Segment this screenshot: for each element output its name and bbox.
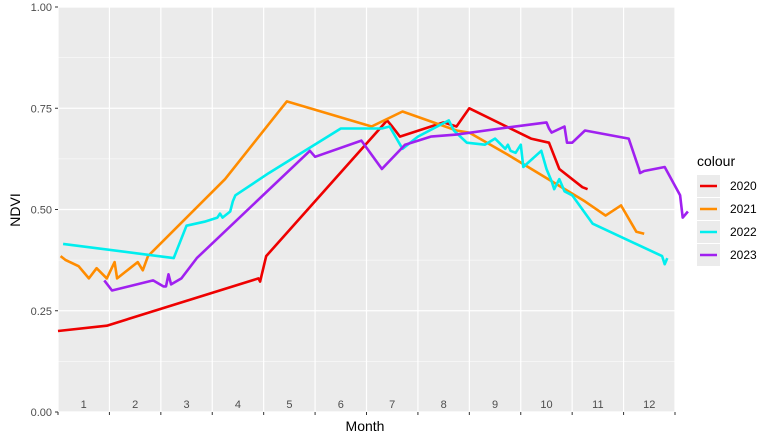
x-tick-label: 8 (441, 399, 447, 411)
plot-series (57, 100, 689, 333)
series-line-2020 (57, 107, 589, 333)
legend-title: colour (697, 153, 735, 169)
x-tick-label: 1 (81, 399, 87, 411)
y-tick-label: 0.50 (31, 205, 52, 217)
x-tick-label: 4 (235, 399, 241, 411)
x-tick-label: 2 (132, 399, 138, 411)
x-tick-label: 6 (338, 399, 344, 411)
y-axis-title: NDVI (7, 193, 23, 226)
x-tick-label: 5 (286, 399, 292, 411)
legend-label-2022: 2022 (730, 225, 757, 239)
legend: colour 2020 2021 2022 2023 (697, 153, 757, 266)
x-tick-label: 12 (643, 399, 655, 411)
x-tick-label: 7 (389, 399, 395, 411)
legend-label-2021: 2021 (730, 202, 757, 216)
plot-axes: Month NDVI 0.000.250.500.751.001 2 3 4 5 6 7 8 9… (7, 2, 676, 434)
x-tick-label: 3 (183, 399, 189, 411)
x-tick-label: 11 (592, 399, 603, 411)
series-line-2023 (103, 121, 689, 292)
y-tick-label: 0.75 (31, 103, 52, 115)
y-tick-label: 0.00 (31, 407, 52, 419)
x-axis-title: Month (346, 418, 385, 434)
x-tick-label: 10 (540, 399, 552, 411)
series-line-2021 (59, 100, 645, 280)
legend-label-2023: 2023 (730, 248, 757, 262)
y-tick-label: 0.25 (31, 306, 52, 318)
legend-label-2020: 2020 (730, 179, 757, 193)
x-tick-label: 9 (492, 399, 498, 411)
y-tick-label: 1.00 (31, 2, 52, 14)
series-line-2022 (62, 119, 669, 266)
